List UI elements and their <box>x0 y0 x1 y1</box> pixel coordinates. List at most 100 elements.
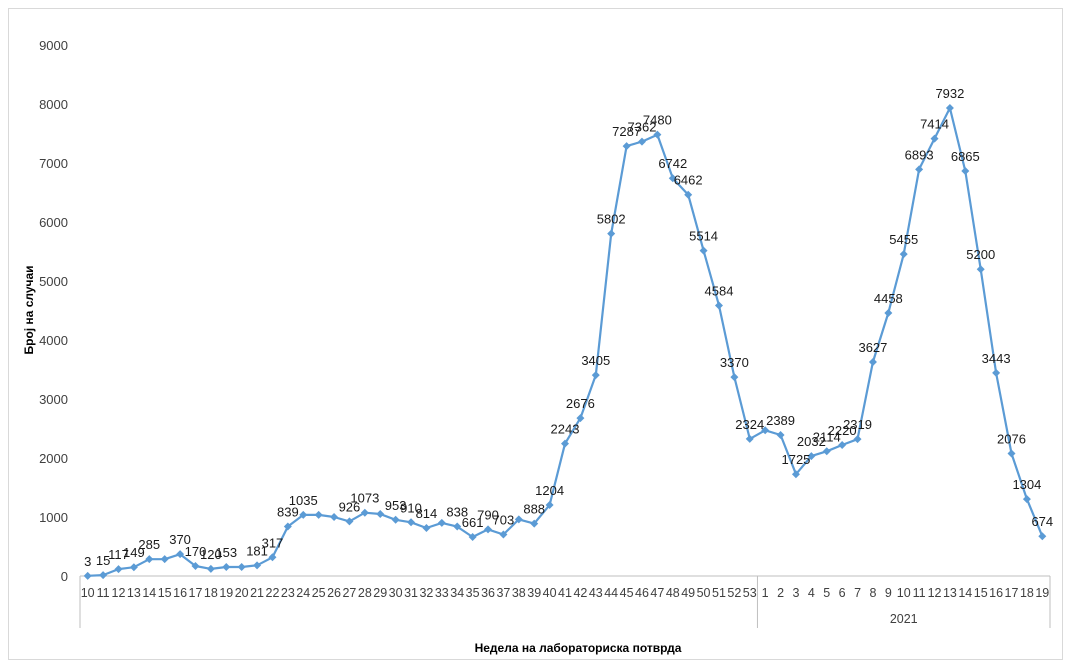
data-label: 2676 <box>566 396 595 411</box>
data-point-marker <box>545 500 554 509</box>
year-group-label: 2021 <box>890 612 918 626</box>
x-tick-label: 5 <box>823 586 830 600</box>
data-point-marker <box>930 134 939 143</box>
y-axis-ticks: 0 1000 2000 3000 4000 5000 6000 7000 8000 9000 <box>39 38 68 584</box>
chart-frame <box>8 8 1063 660</box>
x-tick-label: 16 <box>989 586 1003 600</box>
data-point-marker <box>1007 449 1016 458</box>
data-label: 3405 <box>581 353 610 368</box>
data-point-marker <box>345 517 354 526</box>
data-point-marker <box>714 301 723 310</box>
y-tick-label: 0 <box>61 569 68 584</box>
y-tick-label: 8000 <box>39 97 68 112</box>
data-point-marker <box>684 190 693 199</box>
data-label: 181 <box>246 543 268 558</box>
data-point-marker <box>730 373 739 382</box>
x-tick-label: 38 <box>512 586 526 600</box>
data-label: 6865 <box>951 149 980 164</box>
data-label: 370 <box>169 532 191 547</box>
data-label: 2319 <box>843 417 872 432</box>
data-point-marker <box>237 562 246 571</box>
data-label: 790 <box>477 507 499 522</box>
data-point-marker <box>607 229 616 238</box>
x-axis-title: Недела на лабораториска потврда <box>475 641 682 655</box>
x-tick-label: 24 <box>296 586 310 600</box>
data-point-marker <box>699 246 708 255</box>
data-point-marker <box>114 565 123 574</box>
data-label: 149 <box>123 545 145 560</box>
x-tick-label: 31 <box>404 586 418 600</box>
data-label: 814 <box>416 506 438 521</box>
data-label: 6893 <box>905 147 934 162</box>
x-tick-label: 6 <box>839 586 846 600</box>
data-label: 15 <box>96 553 110 568</box>
x-tick-label: 15 <box>158 586 172 600</box>
data-label: 5514 <box>689 229 718 244</box>
data-point-marker <box>206 564 215 573</box>
data-point-marker <box>268 553 277 562</box>
data-label: 703 <box>493 513 515 528</box>
data-label: 7287 <box>612 124 641 139</box>
x-tick-label: 18 <box>1020 586 1034 600</box>
x-tick-label: 40 <box>543 586 557 600</box>
x-tick-label: 25 <box>312 586 326 600</box>
y-tick-label: 1000 <box>39 510 68 525</box>
x-tick-label: 9 <box>885 586 892 600</box>
x-tick-label: 10 <box>897 586 911 600</box>
data-point-marker <box>838 441 847 450</box>
data-point-marker <box>791 470 800 479</box>
x-tick-label: 22 <box>266 586 280 600</box>
data-point-marker <box>776 431 785 440</box>
x-tick-label: 52 <box>727 586 741 600</box>
x-tick-label: 7 <box>854 586 861 600</box>
data-label: 4584 <box>705 284 734 299</box>
y-tick-label: 5000 <box>39 274 68 289</box>
data-point-marker <box>222 562 231 571</box>
x-tick-label: 51 <box>712 586 726 600</box>
x-tick-label: 4 <box>808 586 815 600</box>
data-point-marker <box>591 371 600 380</box>
data-point-marker <box>1022 495 1031 504</box>
data-label: 1073 <box>350 491 379 506</box>
data-point-marker <box>253 561 262 570</box>
data-label: 1204 <box>535 483 564 498</box>
x-tick-label: 45 <box>620 586 634 600</box>
data-point-marker <box>961 166 970 175</box>
x-tick-label: 50 <box>697 586 711 600</box>
data-point-marker <box>283 522 292 531</box>
data-label: 2032 <box>797 434 826 449</box>
data-label: 1304 <box>1012 477 1041 492</box>
data-label: 3370 <box>720 355 749 370</box>
data-point-marker <box>330 513 339 521</box>
data-label: 2389 <box>766 413 795 428</box>
data-point-marker <box>437 518 446 527</box>
data-point-marker <box>945 104 954 113</box>
x-tick-label: 32 <box>419 586 433 600</box>
y-axis-title: Број на случаи <box>22 265 36 354</box>
data-label: 2114 <box>813 429 841 444</box>
data-label: 2243 <box>551 422 580 437</box>
data-point-marker <box>160 555 169 564</box>
data-label: 5455 <box>889 232 918 247</box>
x-tick-label: 16 <box>173 586 187 600</box>
x-tick-label: 12 <box>928 586 942 600</box>
data-label: 3627 <box>858 340 887 355</box>
x-tick-label: 44 <box>604 586 618 600</box>
data-point-marker <box>899 250 908 259</box>
data-label: 6462 <box>674 173 703 188</box>
data-label: 888 <box>523 502 545 517</box>
x-tick-label: 13 <box>943 586 957 600</box>
y-tick-label: 9000 <box>39 38 68 53</box>
data-point-marker <box>145 555 154 564</box>
x-tick-label: 1 <box>762 586 769 600</box>
data-label: 285 <box>138 537 160 552</box>
x-tick-label: 46 <box>635 586 649 600</box>
x-tick-label: 26 <box>327 586 341 600</box>
x-tick-label: 43 <box>589 586 603 600</box>
data-point-marker <box>807 452 816 461</box>
data-label: 5200 <box>966 247 995 262</box>
x-tick-label: 29 <box>373 586 387 600</box>
data-point-marker <box>376 510 385 519</box>
